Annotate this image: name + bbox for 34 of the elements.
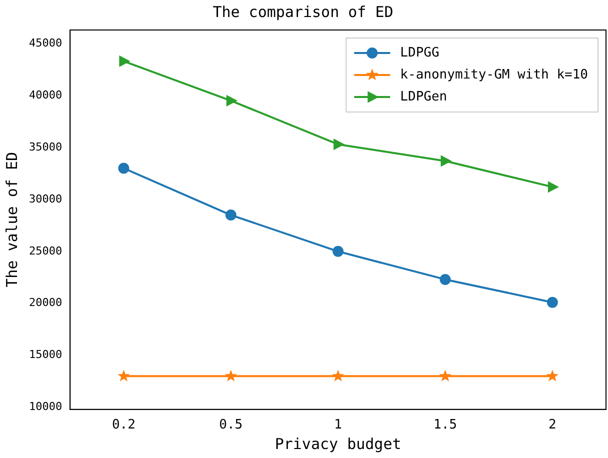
x-axis-title: Privacy budget <box>274 434 402 453</box>
legend-label: LDPGG <box>400 45 440 60</box>
point <box>440 274 451 285</box>
point <box>118 162 130 174</box>
legend-label: LDPGen <box>400 89 448 104</box>
point <box>440 155 452 166</box>
x-tick-label: 0.2 <box>112 418 136 433</box>
point <box>440 370 450 381</box>
chart-title: The comparison of ED <box>212 2 394 21</box>
y-tick-label: 15000 <box>28 348 62 362</box>
y-tick-label: 35000 <box>28 140 62 154</box>
y-tick-label: 20000 <box>28 296 62 310</box>
point <box>546 296 558 308</box>
point <box>118 370 129 381</box>
point <box>119 56 130 67</box>
point <box>332 246 344 257</box>
x-tick-label: 0.5 <box>219 418 243 433</box>
x-tick-label: 1.5 <box>433 418 457 433</box>
point <box>226 370 236 381</box>
x-tick-label: 2 <box>548 418 556 433</box>
y-tick-label: 25000 <box>28 244 62 258</box>
y-tick-label: 40000 <box>28 88 62 102</box>
point <box>225 210 236 221</box>
point <box>334 138 344 150</box>
legend-label: k-anonymity-GM with k=10 <box>400 67 588 82</box>
point <box>547 370 558 381</box>
point <box>332 370 344 381</box>
y-tick-label: 45000 <box>28 36 62 50</box>
y-axis-title: The value of ED <box>2 152 21 288</box>
point <box>226 95 237 106</box>
y-tick-label: 30000 <box>28 192 62 206</box>
y-tick-label: 10000 <box>28 400 62 414</box>
x-tick-label: 1 <box>334 418 342 433</box>
point <box>548 181 558 192</box>
